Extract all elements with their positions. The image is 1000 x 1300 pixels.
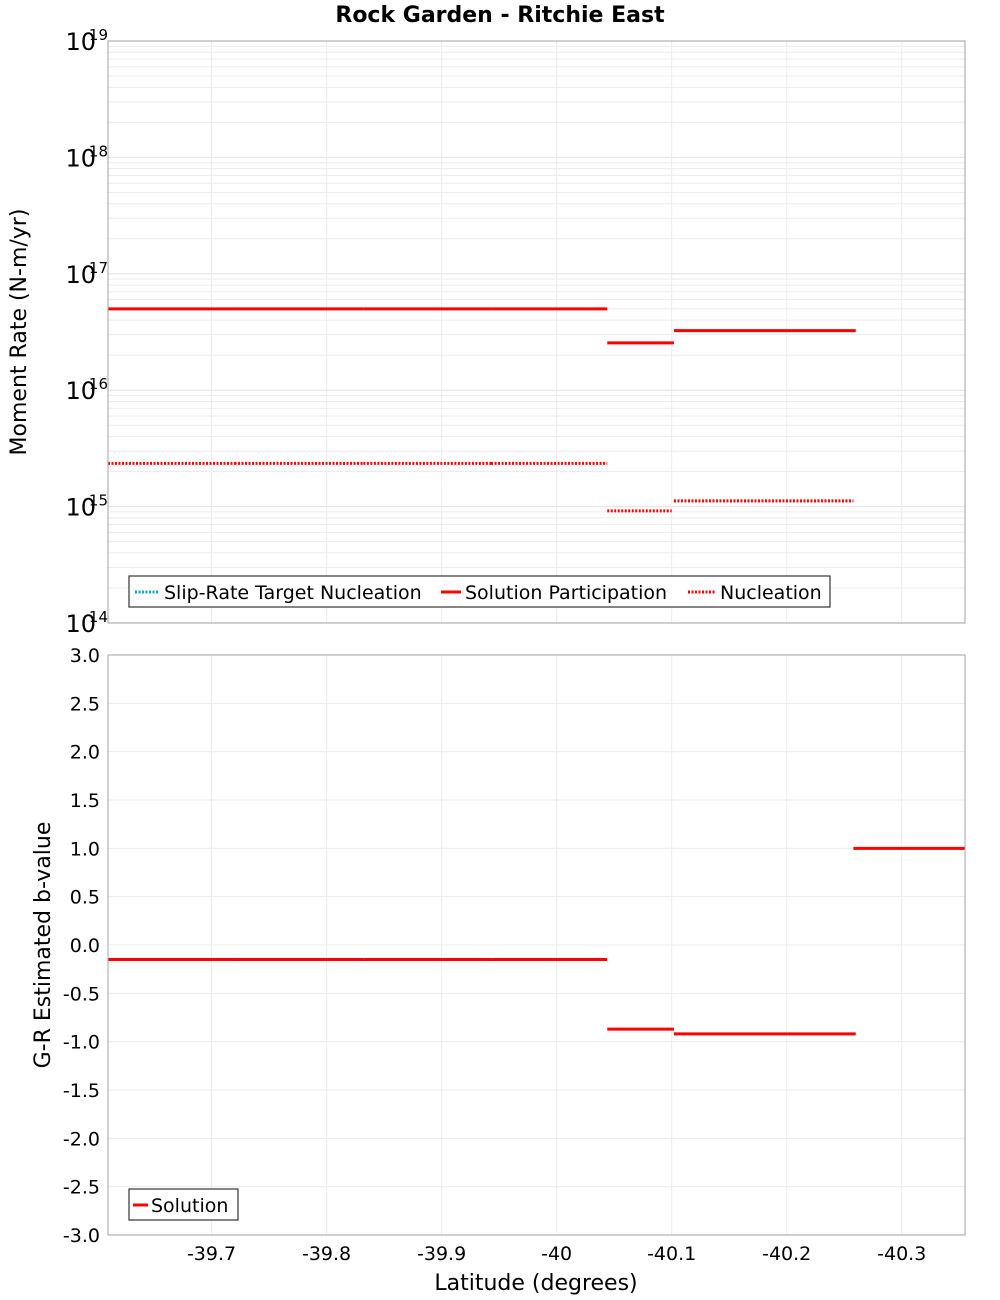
top-y-tick-exponent: 14: [89, 608, 108, 626]
bottom-y-tick-label: 1.0: [70, 838, 100, 860]
x-tick-label: -40: [541, 1243, 572, 1265]
x-tick-label: -40.2: [762, 1243, 811, 1265]
top-y-tick-label: 10: [65, 377, 96, 405]
top-y-tick-exponent: 16: [89, 375, 108, 393]
top-y-tick-exponent: 19: [89, 26, 108, 44]
legend-label-nucleation: Nucleation: [720, 582, 822, 604]
bottom-y-tick-label: 0.0: [70, 935, 100, 957]
bottom-y-tick-label: -0.5: [63, 983, 100, 1005]
x-axis-label: Latitude (degrees): [434, 1271, 637, 1296]
bottom-y-tick-label: -3.0: [63, 1225, 100, 1247]
bottom-y-ticks: 3.0 2.5 2.0 1.5 1.0 0.5 0.0 -0.5 -1.0 -1.5 -2.0 -2.…: [63, 645, 100, 1247]
top-legend: Slip-Rate Target Nucleation Solution Par…: [128, 575, 831, 608]
top-y-tick-label: 10: [65, 494, 96, 522]
x-tick-label: -40.3: [877, 1243, 926, 1265]
top-y-tick-exponent: 15: [89, 492, 108, 510]
bottom-y-tick-label: 1.5: [70, 790, 100, 812]
bottom-y-tick-label: -1.0: [63, 1032, 100, 1054]
top-y-tick-exponent: 18: [89, 142, 108, 160]
x-tick-label: -39.7: [187, 1243, 236, 1265]
bottom-y-tick-label: 0.5: [70, 887, 100, 909]
chart-title: Rock Garden - Ritchie East: [335, 3, 665, 28]
bottom-y-tick-label: 2.5: [70, 693, 100, 715]
x-tick-label: -39.8: [302, 1243, 351, 1265]
top-grid: [108, 41, 965, 624]
bottom-x-ticks: -39.7 -39.8 -39.9 -40 -40.1 -40.2 -40.3: [187, 1243, 926, 1265]
legend-label-slip-rate-target: Slip-Rate Target Nucleation: [164, 582, 422, 604]
bottom-y-axis-label: G-R Estimated b-value: [31, 822, 56, 1069]
bottom-y-tick-label: 2.0: [70, 742, 100, 764]
top-y-tick-exponent: 17: [89, 259, 108, 277]
bottom-legend: Solution: [128, 1188, 239, 1221]
bottom-y-tick-label: -1.5: [63, 1080, 100, 1102]
bottom-plot-border: [107, 654, 966, 1236]
top-y-tick-label: 10: [65, 144, 96, 172]
top-y-axis-label: Moment Rate (N-m/yr): [7, 209, 32, 456]
legend-label-solution: Solution: [151, 1195, 228, 1217]
top-y-tick-label: 10: [65, 28, 96, 56]
top-series: [108, 307, 856, 513]
top-y-tick-label: 10: [65, 610, 96, 638]
top-plot-border: [107, 40, 966, 624]
bottom-y-tick-label: -2.5: [63, 1177, 100, 1199]
bottom-y-tick-label: 3.0: [70, 645, 100, 667]
bottom-series: [108, 846, 965, 1036]
legend-label-solution-participation: Solution Participation: [465, 582, 667, 604]
top-y-tick-label: 10: [65, 261, 96, 289]
x-tick-label: -39.9: [417, 1243, 466, 1265]
bottom-y-tick-label: -2.0: [63, 1128, 100, 1150]
x-tick-label: -40.1: [647, 1243, 696, 1265]
